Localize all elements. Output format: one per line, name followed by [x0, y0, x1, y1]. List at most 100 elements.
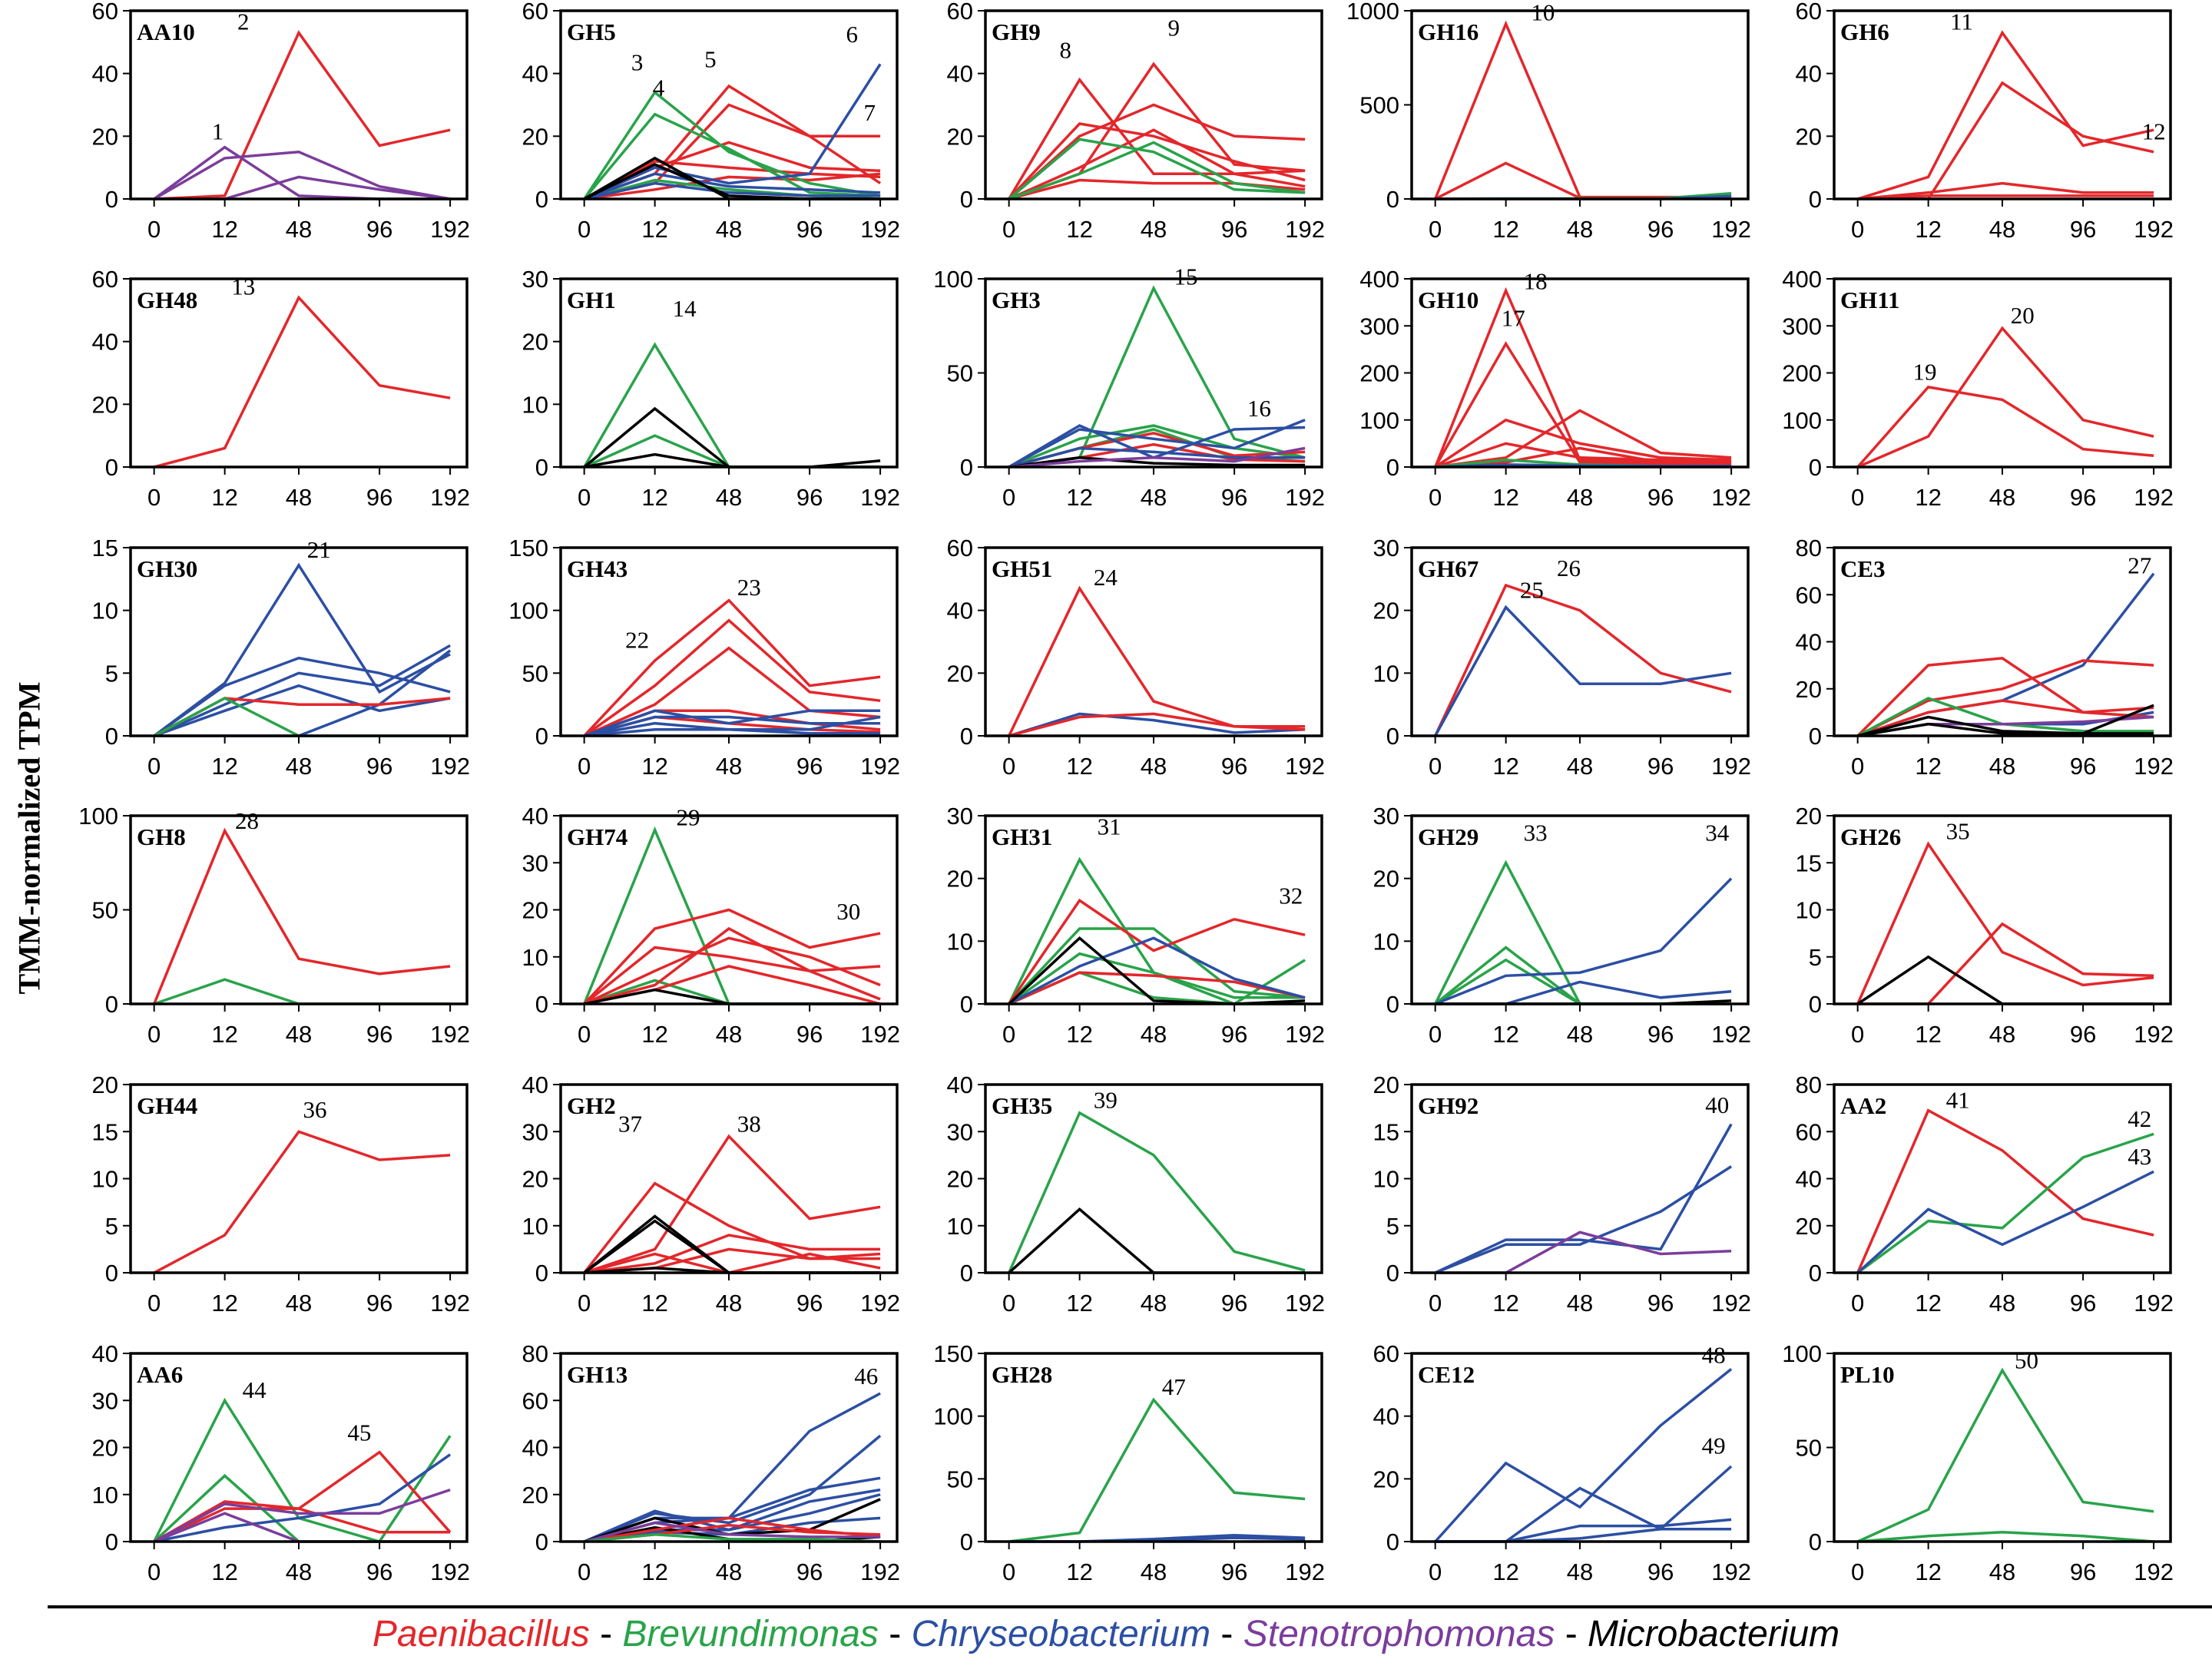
annotation-label: 35: [1946, 818, 1970, 845]
y-tick-label: 10: [522, 391, 548, 418]
annotation-label: 6: [846, 21, 859, 48]
panel-title: GH51: [992, 555, 1052, 582]
series-line-stenotrophomonas: [584, 1521, 881, 1543]
x-tick-label: 48: [1141, 1021, 1167, 1048]
x-tick-label: 96: [796, 753, 823, 780]
x-tick-label: 48: [1141, 484, 1167, 511]
x-tick-label: 12: [1066, 216, 1092, 243]
series-line-paenibacillus: [1856, 841, 2154, 1005]
panel-title: GH16: [1418, 18, 1479, 45]
x-tick-label: 48: [1567, 753, 1593, 780]
panel-title: GH6: [1840, 18, 1889, 45]
series-line-paenibacillus: [583, 160, 881, 200]
y-tick-label: 10: [92, 598, 118, 624]
x-tick-label: 192: [430, 216, 470, 243]
annotation-label: 40: [1705, 1091, 1729, 1118]
series-line-microbacterium: [583, 1219, 881, 1274]
x-tick-label: 192: [860, 1290, 900, 1317]
plot-frame: [559, 546, 899, 737]
series-line-chryseobacterium: [1435, 1165, 1733, 1274]
annotation-label: 41: [1946, 1087, 1970, 1114]
series-line-microbacterium: [1008, 456, 1306, 469]
x-tick-label: 96: [366, 753, 392, 780]
y-tick-label: 150: [933, 1340, 973, 1367]
annotation-label: 50: [2015, 1347, 2038, 1374]
annotation-label: 39: [1094, 1087, 1118, 1114]
panel-title: GH44: [137, 1092, 197, 1119]
panel-title: GH92: [1418, 1092, 1479, 1119]
x-tick-label: 96: [1647, 1290, 1674, 1317]
y-tick-label: 15: [1373, 1118, 1399, 1145]
y-tick-label: 60: [947, 0, 973, 25]
series-line-brevundimonas: [1008, 141, 1306, 200]
series-line-chryseobacterium: [584, 172, 881, 200]
x-tick-label: 12: [641, 1290, 667, 1317]
y-tick-label: 5: [1386, 1213, 1399, 1240]
x-tick-label: 192: [1285, 484, 1325, 511]
y-tick-label: 50: [92, 897, 118, 924]
x-tick-label: 0: [1851, 216, 1864, 243]
y-tick-label: 20: [947, 660, 973, 687]
series-line-paenibacillus: [584, 965, 881, 1005]
plot-frame: [559, 9, 899, 200]
x-tick-label: 0: [147, 1021, 161, 1048]
panel-gh48: 0 20 40 60 0 12 48 96 192 GH48 13: [92, 266, 470, 511]
y-tick-label: 0: [1386, 723, 1399, 750]
series-line-chryseobacterium: [1856, 1170, 2154, 1274]
x-tick-label: 48: [1567, 1290, 1593, 1317]
y-tick-label: 30: [92, 1387, 118, 1414]
series-line-paenibacillus: [1857, 181, 2154, 200]
x-tick-label: 96: [366, 216, 392, 243]
panel-title: GH29: [1418, 823, 1479, 850]
x-tick-label: 96: [2070, 1558, 2096, 1585]
series-line-brevundimonas: [154, 978, 451, 1005]
x-tick-label: 12: [641, 1558, 667, 1585]
y-tick-label: 50: [947, 360, 973, 387]
series-line-brevundimonas: [1856, 1367, 2154, 1543]
series-line-chryseobacterium: [154, 1453, 452, 1543]
x-tick-label: 0: [1002, 753, 1015, 780]
annotation-label: 10: [1531, 0, 1555, 25]
x-tick-label: 192: [1711, 484, 1751, 511]
annotation-label: 9: [1168, 15, 1181, 41]
y-tick-label: 5: [105, 660, 118, 687]
y-tick-label: 20: [522, 1482, 548, 1509]
series-line-paenibacillus: [1856, 657, 2154, 737]
y-tick-label: 40: [92, 1340, 118, 1367]
series-line-chryseobacterium: [584, 709, 881, 737]
legend-item-chryseobacterium: Chryseobacterium: [911, 1614, 1211, 1654]
x-tick-label: 48: [1989, 753, 2015, 780]
y-tick-label: 60: [1796, 0, 1822, 25]
x-tick-label: 192: [430, 1021, 470, 1048]
x-tick-label: 48: [1141, 1558, 1167, 1585]
y-tick-label: 20: [1373, 1466, 1399, 1492]
x-tick-label: 12: [1066, 1558, 1092, 1585]
annotation-label: 3: [631, 49, 644, 76]
legend-item-paenibacillus: Paenibacillus: [372, 1614, 590, 1654]
x-tick-label: 12: [211, 1021, 237, 1048]
series-line-microbacterium: [583, 1214, 881, 1274]
series-line-chryseobacterium: [153, 656, 451, 737]
y-tick-label: 80: [1796, 1072, 1822, 1098]
x-tick-label: 0: [1851, 753, 1864, 780]
panel-gh11: 0 100 200 300 400 0 12 48 96 192 GH11 19 20: [1782, 266, 2174, 511]
annotation-label: 18: [1524, 267, 1548, 294]
series-line-paenibacillus: [1434, 341, 1732, 468]
y-tick-label: 10: [522, 1213, 548, 1240]
panel-gh16: 0 500 1000 0 12 48 96 192 GH16 10: [1346, 0, 1751, 243]
annotation-label: 25: [1520, 576, 1544, 603]
series-line-paenibacillus: [1008, 77, 1306, 200]
series-line-paenibacillus: [584, 926, 881, 1005]
series-line-paenibacillus: [583, 618, 881, 737]
y-tick-label: 20: [1373, 598, 1399, 624]
series-line-paenibacillus: [1434, 20, 1732, 200]
y-tick-label: 40: [1373, 1403, 1399, 1430]
y-tick-label: 20: [92, 1072, 118, 1098]
y-tick-label: 20: [1796, 676, 1822, 703]
legend-separator: -: [600, 1614, 623, 1654]
x-tick-label: 0: [578, 484, 591, 511]
y-axis-label: TMM-normalized TPM: [12, 681, 47, 995]
series-line-brevundimonas: [1857, 1531, 2154, 1543]
